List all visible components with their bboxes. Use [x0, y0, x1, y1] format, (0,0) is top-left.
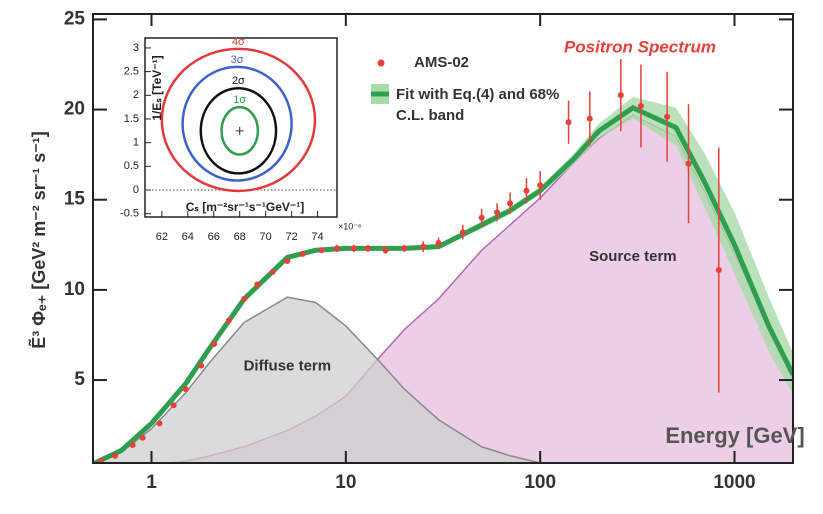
legend-marker	[377, 59, 385, 67]
data-point	[523, 187, 530, 194]
y-tick-label: 0.5	[124, 160, 139, 172]
y-axis-label: Ẽ³ Φₑ₊ [GeV² m⁻² sr⁻¹ s⁻¹]	[28, 131, 49, 349]
data-point	[507, 200, 514, 207]
series-label: Source term	[589, 248, 677, 265]
x-tick-label: 10	[335, 472, 356, 493]
data-point	[435, 240, 442, 247]
contour-label: 3σ	[231, 54, 244, 66]
data-point	[617, 92, 624, 99]
contour	[220, 105, 260, 156]
y-tick-label: -0.5	[120, 208, 139, 220]
data-point	[211, 340, 218, 347]
data-point	[299, 250, 306, 257]
legend-label: AMS-02	[414, 54, 469, 71]
y-tick-label: 1	[133, 137, 139, 149]
x-tick-label: 72	[285, 231, 297, 243]
y-tick-label: 3	[133, 42, 139, 54]
contour-label: 4σ	[232, 36, 245, 48]
data-point	[420, 243, 427, 250]
x-tick-label: 62	[156, 231, 168, 243]
data-point	[129, 441, 136, 448]
data-point	[459, 229, 466, 236]
y-tick-label: 2	[133, 89, 139, 101]
data-point	[225, 317, 232, 324]
plot-frame	[92, 13, 794, 464]
x-axis-label: Cₛ [m⁻²sr⁻¹s⁻¹GeV⁻¹]	[186, 200, 305, 214]
data-point	[284, 258, 291, 265]
x-tick-label: 68	[234, 231, 246, 243]
y-tick-label: 25	[64, 8, 86, 29]
data-point	[254, 281, 261, 288]
data-point	[565, 119, 572, 126]
data-point	[170, 402, 177, 409]
data-point	[364, 245, 371, 252]
contour	[160, 47, 317, 193]
x-axis-label: Energy [GeV]	[665, 423, 804, 448]
data-point	[269, 268, 276, 275]
y-tick-label: 20	[64, 99, 85, 120]
y-axis-label: 1/Eₛ [TeV⁻¹]	[150, 55, 164, 120]
data-point	[715, 267, 722, 274]
x-multiplier: ×10⁻⁶	[338, 221, 362, 231]
data-point	[637, 102, 644, 109]
y-tick-label: 15	[64, 189, 86, 210]
data-point	[318, 247, 325, 254]
x-tick-label: 70	[260, 231, 272, 243]
y-tick-label: 2.5	[124, 66, 139, 78]
data-point	[494, 209, 501, 216]
data-point	[112, 452, 119, 459]
data-point	[685, 160, 692, 167]
data-point	[333, 245, 340, 252]
data-point	[139, 434, 146, 441]
contour-label: 1σ	[233, 94, 246, 106]
data-point	[664, 113, 671, 120]
y-tick-label: 5	[74, 369, 85, 390]
data-point	[182, 386, 189, 393]
data-point	[198, 362, 205, 369]
y-tick-label: 0	[133, 184, 139, 196]
x-tick-label: 74	[311, 231, 323, 243]
data-point	[241, 295, 248, 302]
contour	[199, 86, 278, 175]
legend-label: Fit with Eq.(4) and 68% C.L. band	[396, 86, 560, 124]
series-label: Diffuse term	[244, 357, 332, 374]
contour	[181, 65, 293, 182]
x-tick-label: 100	[524, 472, 556, 493]
contour-label: 2σ	[232, 75, 245, 87]
y-tick-label: 10	[64, 279, 85, 300]
data-point	[382, 247, 389, 254]
data-point	[350, 245, 357, 252]
data-point	[98, 458, 105, 463]
x-tick-label: 1000	[713, 472, 755, 493]
data-point	[401, 245, 408, 252]
chart-title: Positron Spectrum	[564, 37, 716, 56]
best-fit-marker	[235, 126, 244, 135]
data-point	[156, 420, 163, 427]
data-point	[478, 214, 485, 221]
data-point	[537, 182, 544, 189]
data-point	[586, 115, 593, 122]
x-tick-label: 64	[182, 231, 194, 243]
x-tick-label: 1	[146, 472, 157, 493]
y-tick-label: 1.5	[124, 113, 139, 125]
x-tick-label: 66	[208, 231, 220, 243]
